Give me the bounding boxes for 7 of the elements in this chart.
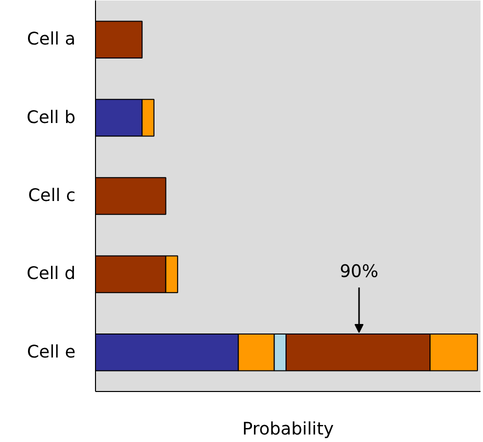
- x-axis-title: Probability: [242, 420, 334, 440]
- y-tick-label: Cell d: [26, 264, 76, 284]
- y-tick-label: Cell a: [26, 30, 76, 50]
- y-tick-label: Cell b: [26, 108, 76, 128]
- annotation: 90%: [340, 262, 378, 282]
- y-tick-label: Cell c: [28, 186, 76, 206]
- y-tick-label: Cell e: [26, 342, 76, 362]
